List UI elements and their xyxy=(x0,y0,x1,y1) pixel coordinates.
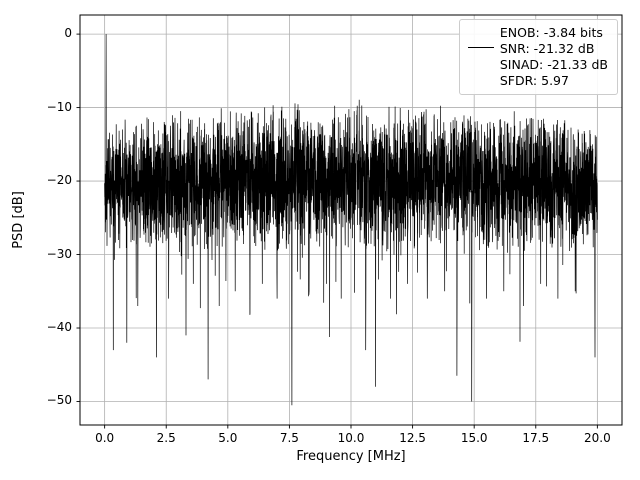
y-axis-label: PSD [dB] xyxy=(11,191,26,249)
legend-entry-sfdr: SFDR: 5.97 xyxy=(499,73,569,88)
y-tick-label: −40 xyxy=(46,320,72,334)
y-tick-label: −20 xyxy=(46,173,72,188)
legend-entry-enob: ENOB: -3.84 bits xyxy=(499,25,603,40)
x-tick-label: 20.0 xyxy=(584,431,611,445)
x-tick-label: 2.5 xyxy=(156,431,176,445)
legend-line-sample xyxy=(467,47,494,48)
x-tick-label: 17.5 xyxy=(522,431,550,445)
legend: ENOB: -3.84 bits SNR: -21.32 dB SINAD: -… xyxy=(458,19,618,95)
x-tick-label: 12.5 xyxy=(399,431,426,445)
x-tick-label: 0.0 xyxy=(95,431,115,445)
legend-entry-snr: SNR: -21.32 dB xyxy=(499,41,595,56)
legend-entry-sinad: SINAD: -21.33 dB xyxy=(499,57,608,72)
x-tick-label: 15.0 xyxy=(460,431,488,445)
x-tick-label: 5.0 xyxy=(218,431,238,445)
y-tick-label: 0 xyxy=(64,26,72,41)
x-axis-label: Frequency [MHz] xyxy=(296,449,406,464)
x-tick-label: 7.5 xyxy=(279,431,299,445)
y-tick-label: −10 xyxy=(46,99,72,114)
psd-trace xyxy=(104,34,598,406)
y-tick-label: −30 xyxy=(46,246,72,261)
x-tick-label: 10.0 xyxy=(337,431,365,445)
y-tick-label: −50 xyxy=(46,393,72,408)
